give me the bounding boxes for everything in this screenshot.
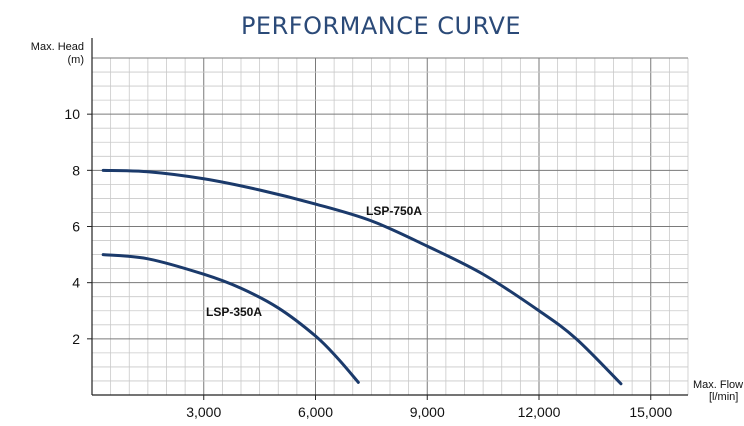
chart-title: PERFORMANCE CURVE bbox=[241, 12, 521, 40]
x-tick-label: 6,000 bbox=[298, 404, 333, 420]
axes bbox=[91, 38, 688, 396]
series-line-lsp-750a bbox=[101, 168, 623, 386]
x-tick-label: 12,000 bbox=[518, 404, 561, 420]
x-axis-label-line2: [l/min] bbox=[709, 391, 738, 403]
y-tick-label: 8 bbox=[72, 162, 80, 178]
x-axis-label-line1: Max. Flow bbox=[693, 379, 743, 391]
grid bbox=[92, 57, 689, 395]
y-axis-label-line1: Max. Head bbox=[31, 41, 84, 53]
ticks: 3,000 6,000 9,000 12,000 15,000 2 4 6 8 10 bbox=[64, 106, 672, 420]
series-label-lsp-750a: LSP-750A bbox=[366, 204, 422, 218]
series-line-lsp-350a bbox=[101, 253, 360, 384]
y-tick-label: 4 bbox=[72, 275, 80, 291]
series-label-lsp-350a: LSP-350A bbox=[206, 305, 262, 319]
series-group bbox=[101, 168, 623, 386]
y-tick-label: 2 bbox=[72, 331, 80, 347]
y-axis-label-line2: (m) bbox=[68, 54, 85, 66]
x-tick-label: 3,000 bbox=[186, 404, 221, 420]
y-tick-label: 10 bbox=[64, 106, 80, 122]
x-tick-label: 15,000 bbox=[629, 404, 672, 420]
y-tick-label: 6 bbox=[72, 219, 80, 235]
x-tick-label: 9,000 bbox=[410, 404, 445, 420]
